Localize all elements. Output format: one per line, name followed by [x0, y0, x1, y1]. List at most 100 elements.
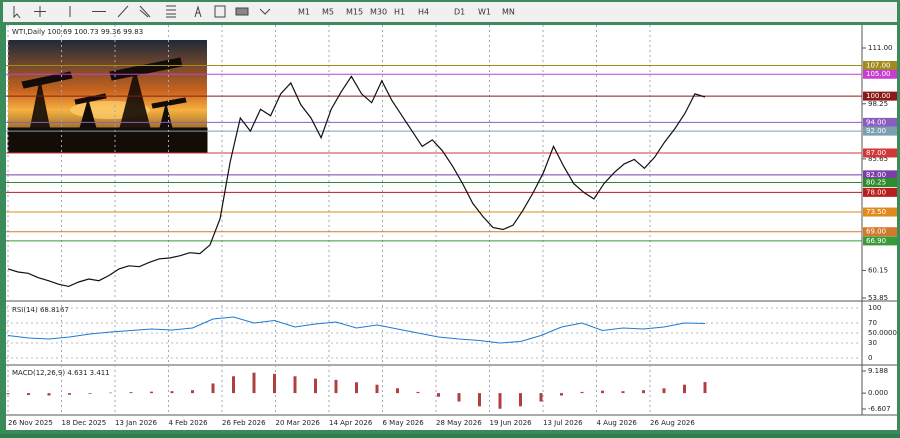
level-tag	[863, 69, 897, 79]
macd-bar	[232, 376, 235, 394]
macd-bar	[334, 379, 338, 394]
level-label: 69.00	[866, 228, 886, 236]
timeframe-button[interactable]: M15	[346, 8, 363, 17]
more-icon[interactable]	[259, 8, 271, 15]
date-label: 6 May 2026	[383, 419, 425, 427]
price-tick-label: 98.25	[868, 100, 888, 108]
date-label: 20 Mar 2026	[276, 419, 321, 427]
date-label: 26 Nov 2025	[8, 419, 53, 427]
shape-icon[interactable]	[235, 7, 249, 16]
rsi-line	[7, 316, 706, 344]
level-label: 94.00	[866, 118, 886, 126]
price-line	[7, 75, 706, 288]
macd-bar	[6, 393, 10, 395]
price-tick-label: 53.85	[868, 294, 888, 302]
rsi-tick-label: 0	[868, 354, 872, 362]
toolbar-icons	[13, 5, 271, 19]
date-label: 13 Jul 2026	[543, 419, 583, 427]
macd-bar	[601, 390, 604, 394]
level-tag	[863, 170, 897, 180]
macd-bar	[416, 391, 420, 394]
text-icon[interactable]	[194, 5, 202, 18]
macd-bar	[703, 382, 707, 394]
macd-bar	[314, 378, 317, 394]
date-label: 19 Jun 2026	[490, 419, 533, 427]
level-tag	[863, 207, 897, 217]
level-label: 100.00	[866, 92, 891, 100]
rsi-tick-label: 70	[868, 319, 877, 327]
macd-bar	[170, 391, 174, 394]
date-label: 4 Aug 2026	[597, 419, 638, 427]
price-tick-label: 60.15	[868, 266, 888, 274]
level-tag	[863, 236, 897, 246]
timeframe-button[interactable]: H4	[418, 8, 429, 17]
level-tag	[863, 187, 897, 197]
date-label: 26 Feb 2026	[222, 419, 266, 427]
macd-bar	[437, 393, 440, 397]
level-tag	[863, 148, 897, 158]
timeframe-button[interactable]: MN	[502, 8, 515, 17]
cursor-icon[interactable]	[13, 6, 21, 19]
timeframe-button[interactable]: H1	[394, 8, 405, 17]
timeframe-button[interactable]: M30	[370, 8, 387, 17]
macd-bar	[27, 393, 30, 396]
level-tag	[863, 178, 897, 188]
macd-bar	[478, 393, 481, 407]
fibo-icon[interactable]	[166, 5, 176, 18]
macd-bar	[457, 393, 461, 402]
date-label: 18 Dec 2025	[62, 419, 107, 427]
level-tag	[863, 117, 897, 127]
crosshair-icon[interactable]	[34, 6, 46, 17]
rsi-tick-label: 50.0000	[868, 329, 897, 337]
trendline-icon[interactable]	[117, 5, 129, 18]
macd-bar	[252, 372, 256, 394]
macd-bar	[560, 393, 563, 396]
level-label: 107.00	[866, 61, 891, 69]
macd-bar	[519, 393, 522, 407]
level-tag	[863, 126, 897, 136]
macd-tick-label: 0.000	[868, 389, 888, 397]
level-label: 73.50	[866, 208, 886, 216]
macd-bar	[355, 382, 358, 394]
channel-icon[interactable]	[139, 5, 151, 18]
level-label: 66.90	[866, 237, 886, 245]
rsi-label: RSI(14) 68.8167	[12, 306, 69, 314]
level-label: 78.00	[866, 188, 886, 196]
macd-bar	[375, 384, 379, 394]
rsi-tick-label: 100	[868, 304, 881, 312]
price-tick-label: 111.00	[868, 44, 893, 52]
macd-bar	[211, 383, 215, 394]
macd-bar	[539, 393, 543, 402]
toolbar	[3, 2, 897, 22]
price-tick-label: 85.65	[868, 155, 888, 163]
macd-bar	[498, 393, 502, 409]
macd-tick-label: 9.188	[868, 367, 888, 375]
macd-tick-label: -6.607	[868, 405, 891, 413]
date-label: 28 May 2026	[436, 419, 482, 427]
macd-bar	[273, 373, 276, 394]
macd-bar	[88, 393, 92, 394]
date-label: 14 Apr 2026	[329, 419, 373, 427]
level-tag	[863, 60, 897, 70]
timeframe-button[interactable]: M1	[298, 8, 310, 17]
timeframe-button[interactable]: M5	[322, 8, 334, 17]
level-label: 82.00	[866, 171, 886, 179]
macd-bar	[642, 390, 645, 394]
macd-bar	[129, 392, 133, 394]
macd-bar	[662, 388, 666, 394]
level-tag	[863, 91, 897, 101]
level-tag	[863, 227, 897, 237]
macd-bar	[47, 393, 51, 396]
timeframe-button[interactable]: D1	[454, 8, 465, 17]
timeframe-button[interactable]: W1	[478, 8, 491, 17]
macd-bar	[150, 391, 153, 394]
date-label: 13 Jan 2026	[115, 419, 158, 427]
macd-bar	[191, 390, 194, 394]
date-label: 4 Feb 2026	[169, 419, 209, 427]
macd-bar	[293, 376, 297, 394]
label-icon[interactable]	[214, 5, 226, 18]
rsi-tick-label: 30	[868, 339, 877, 347]
date-label: 26 Aug 2026	[650, 419, 695, 427]
chart-header: WTI,Daily 100.69 100.73 99.36 99.83	[12, 28, 143, 36]
